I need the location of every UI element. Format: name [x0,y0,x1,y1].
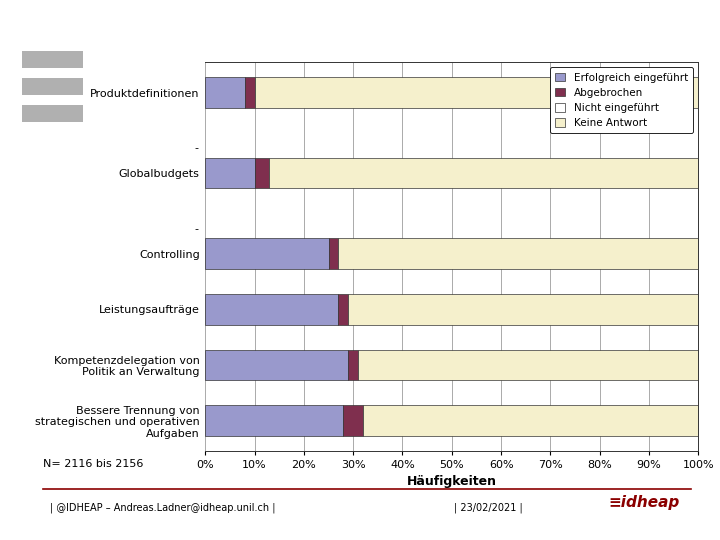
Text: -: - [194,224,198,234]
Bar [205,239,328,269]
Bar [255,158,269,188]
Text: ≡idheap: ≡idheap [608,495,680,510]
Bar [343,405,363,436]
Bar [205,349,348,380]
Bar [338,294,348,325]
Bar [328,239,338,269]
Bar [205,294,338,325]
Bar [245,77,255,108]
Text: | @IDHEAP – Andreas.Ladner@idheap.unil.ch |: | @IDHEAP – Andreas.Ladner@idheap.unil.c… [50,502,276,513]
Text: N= 2116 bis 2156: N= 2116 bis 2156 [43,459,143,469]
Bar [338,239,698,269]
Legend: Erfolgreich eingeführt, Abgebrochen, Nicht eingeführt, Keine Antwort: Erfolgreich eingeführt, Abgebrochen, Nic… [550,68,693,133]
Bar [348,349,358,380]
Bar [363,405,698,436]
Bar [255,77,698,108]
Bar [205,158,255,188]
Bar [348,294,698,325]
Text: | 23/02/2021 |: | 23/02/2021 | [454,502,522,513]
X-axis label: Häufigkeiten: Häufigkeiten [407,476,497,489]
Bar [358,349,698,380]
Bar [205,405,343,436]
Text: -: - [194,143,198,153]
Bar [269,158,698,188]
Bar [205,77,245,108]
